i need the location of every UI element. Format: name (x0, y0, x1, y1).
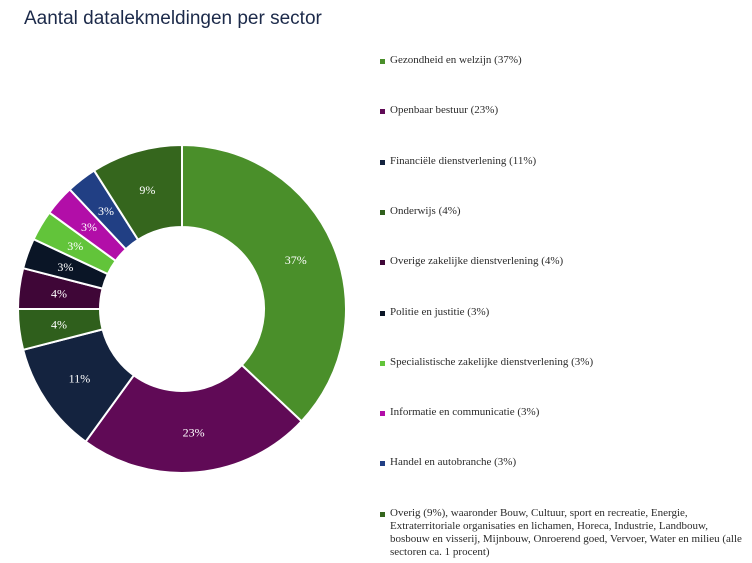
legend-marker (380, 59, 385, 64)
legend-item-5: Overige zakelijke dienstverlening (4%) (380, 255, 745, 268)
legend-marker (380, 260, 385, 266)
donut-chart: 37%23%11%4%4%3%3%3%3%9% (16, 143, 347, 474)
legend-item-3: Financiële dienstverlening (11%) (380, 155, 745, 168)
slice-data-label-6: 3% (57, 260, 73, 274)
legend-label: Overig (9%), waaronder Bouw, Cultuur, sp… (390, 506, 742, 558)
legend-label: Overige zakelijke dienstverlening (4%) (390, 255, 564, 268)
legend-item-4: Onderwijs (4%) (380, 205, 745, 218)
slice-data-label-7: 3% (67, 239, 83, 253)
legend-label: Handel en autobranche (3%) (390, 456, 517, 469)
legend-marker (380, 209, 385, 215)
legend-item-1: Gezondheid en welzijn (37%) (380, 54, 745, 67)
donut-slice-2 (84, 363, 303, 474)
legend-marker (380, 159, 385, 165)
legend-item-9: Handel en autobranche (3%) (380, 456, 745, 469)
legend-marker (380, 310, 385, 316)
legend-marker (380, 109, 385, 115)
legend-item-2: Openbaar bestuur (23%) (380, 104, 745, 117)
legend-item-10: Overig (9%), waaronder Bouw, Cultuur, sp… (380, 507, 745, 559)
legend-label: Informatie en communicatie (3%) (390, 406, 540, 419)
chart-title: Aantal datalekmeldingen per sector (24, 8, 322, 29)
legend-label: Politie en justitie (3%) (390, 305, 490, 318)
donut-slice-10 (92, 143, 183, 242)
legend-marker (380, 360, 385, 366)
donut-slice-1 (181, 143, 347, 423)
legend-marker (380, 411, 385, 417)
slice-data-label-4: 4% (51, 318, 67, 332)
legend-item-7: Specialistische zakelijke dienstverlenin… (380, 356, 745, 369)
slice-data-label-1: 37% (285, 253, 307, 267)
legend-label: Specialistische zakelijke dienstverlenin… (390, 355, 594, 368)
legend-item-8: Informatie en communicatie (3%) (380, 406, 745, 419)
slice-data-label-10: 9% (139, 183, 155, 197)
legend-label: Onderwijs (4%) (390, 204, 461, 217)
legend-marker (380, 461, 385, 467)
slice-data-label-8: 3% (81, 220, 97, 234)
legend-item-6: Politie en justitie (3%) (380, 306, 745, 319)
legend-label: Openbaar bestuur (23%) (390, 104, 499, 117)
slice-data-label-9: 3% (98, 204, 114, 218)
legend-label: Financiële dienstverlening (11%) (390, 154, 537, 167)
legend-label: Gezondheid en welzijn (37%) (390, 54, 522, 66)
slice-data-label-2: 23% (183, 425, 205, 439)
slice-data-label-3: 11% (69, 372, 91, 386)
legend-marker (380, 511, 385, 517)
slice-data-label-5: 4% (51, 286, 67, 300)
